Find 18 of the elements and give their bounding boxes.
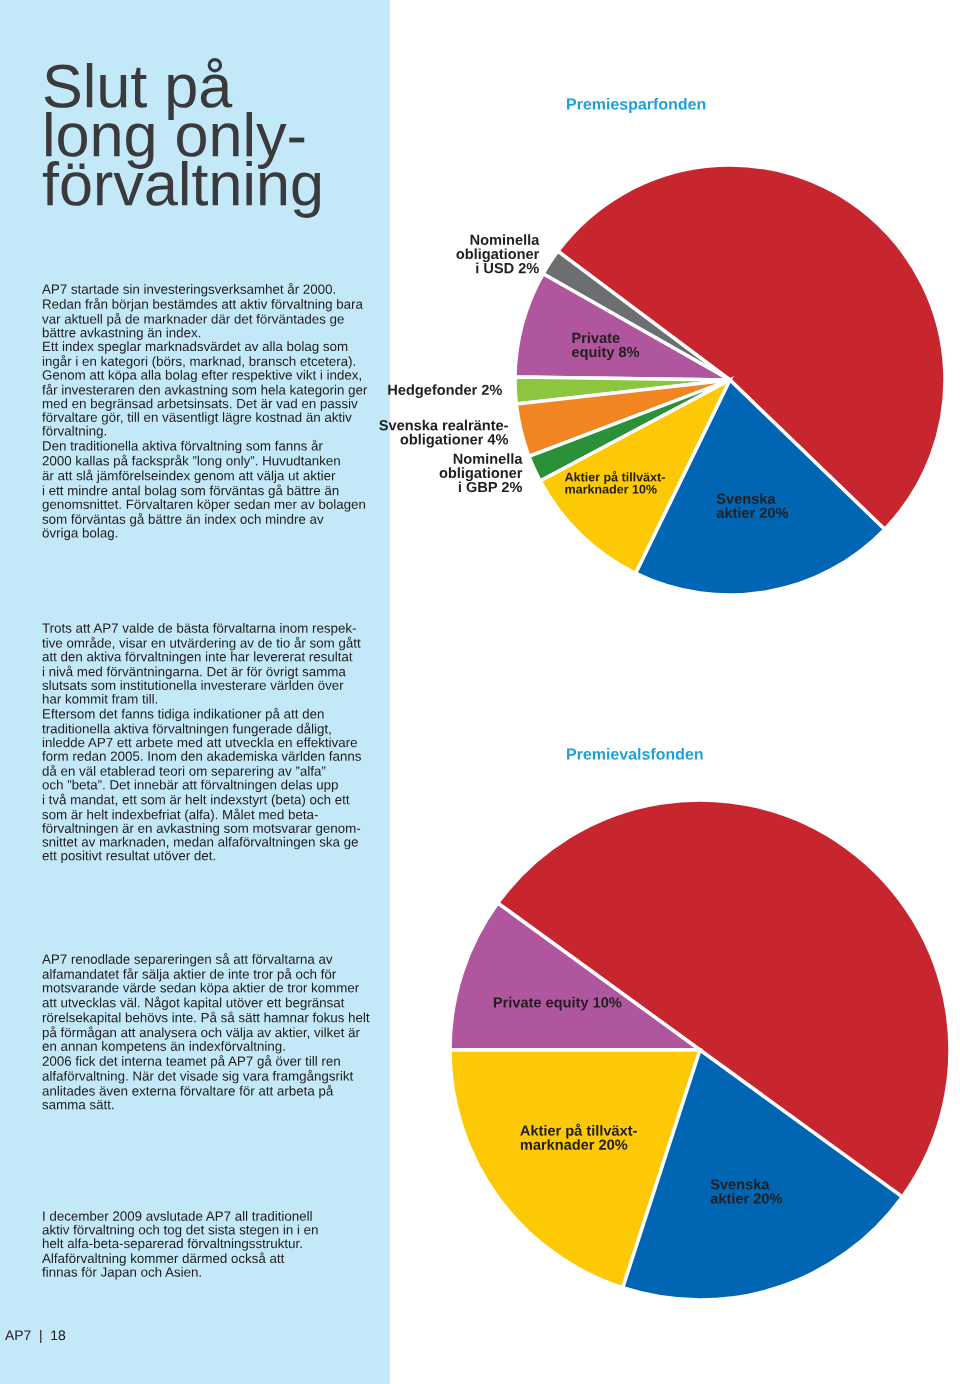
chart-title: Premiesparfonden [567,98,706,113]
slice-label: Private equity 10% [493,996,622,1011]
slice-label: Aktier på tillväxt- marknader 10% [564,471,665,494]
text: I december 2009 avslutade AP7 all traditionell aktiv förvaltning och tog det sista stegen in i en helt alfa-beta-separerad förvaltningsstruktur. Alfaförvaltning kommer därmed också att finnas för Japan och Asien. [42,1211,318,1280]
slice-label: Svenska aktier 20% [710,1178,783,1204]
text: AP7 renodlade separeringen så att förvaltarna av alfamandatet får sälja aktier de inte tror på och för motsvarande värde sedan köpa aktier de tror kommer att utvecklas väl. Något kapital utöver ett begränsat rörelsekapital behövs inte. På så sätt hamnar fokus helt på förmågan att analysera och välja av aktier, vilket är en annan kompetens än indexförvaltning. 2006 fick det interna teamet på AP7 gå över till ren alfaförvaltning. När det visade sig vara framgångsrikt anlitades även externa förvaltare för att arbeta på samma sätt. [42,953,370,1110]
slice-label: Aktier på tillväxt- marknader 20% [520,1123,637,1150]
slice-label: Private equity 8% [572,332,640,361]
slice-label: Svenska realränte- obligationer 4% [379,419,509,448]
text: AP7 startade sin investeringsverksamhet år 2000. Redan från början bestämdes att aktiv förvaltning bara var aktuell på de marknader där det förväntades ge bättre avkastning än index. Ett index speglar marknadsvärdet av alla bolag som ingår i en kategori (börs, marknad, bransch etcetera). Genom att köpa alla bolag efter respektive vikt i index, får investeraren den avkastning som hela kategorin ger med en begränsad arbetsinsats. Det är vad en passiv förvaltare gör, till en väsentligt lägre kostnad än aktiv förvaltning. Den traditionella aktiva förvaltning som fanns år 2000 kallas på fackspråk ”long only”. Huvudtanken är att slå jämförelseindex genom att välja ut aktier i ett mindre antal bolag som förväntas gå bättre än genomsnittet. Förvaltaren köper sedan mer av bolagen som förväntas gå bättre än index och mindre av övriga bolag. [42,283,368,541]
text: Slut på long only- förvaltning [42,58,321,218]
slice-label: Nominella obligationer i GBP 2% [439,453,523,493]
text: AP7 | 18 [5,1330,66,1344]
slice-label: Nominella obligationer i USD 2% [456,234,540,274]
slice-label: Hedgefonder 2% [388,384,502,398]
text: Trots att AP7 valde de bästa förvaltarna inom respek- tive område, visar en utvärdering av de tio år som gått att den aktiva förvaltningen inte har levererat resultat i nivå med förväntningarna. Det är för övrigt samma slutsats som institutionella investerare världen över har kommit fram till. Eftersom det fanns tidiga indikationer på att den traditionella aktiva förvaltningen fungerade dåligt, inledde AP7 ett arbete med att utveckla en effektivare form redan 2005. Inom den akademiska världen fanns då en väl etablerad teori om separering av ”alfa” och ”beta”. Det innebär att förvaltningen delas upp i två mandat, ett som är helt indexstyrt (beta) och ett som är helt indexbefriat (alfa). Målet med beta- förvaltningen är en avkastning som motsvarar genom- snittet av marknaden, medan alfaförvaltningen ska ge ett positivt resultat utöver det. [42,623,361,863]
chart-title: Premievalsfonden [567,748,703,760]
slice-label: Svenska aktier 20% [716,493,789,519]
